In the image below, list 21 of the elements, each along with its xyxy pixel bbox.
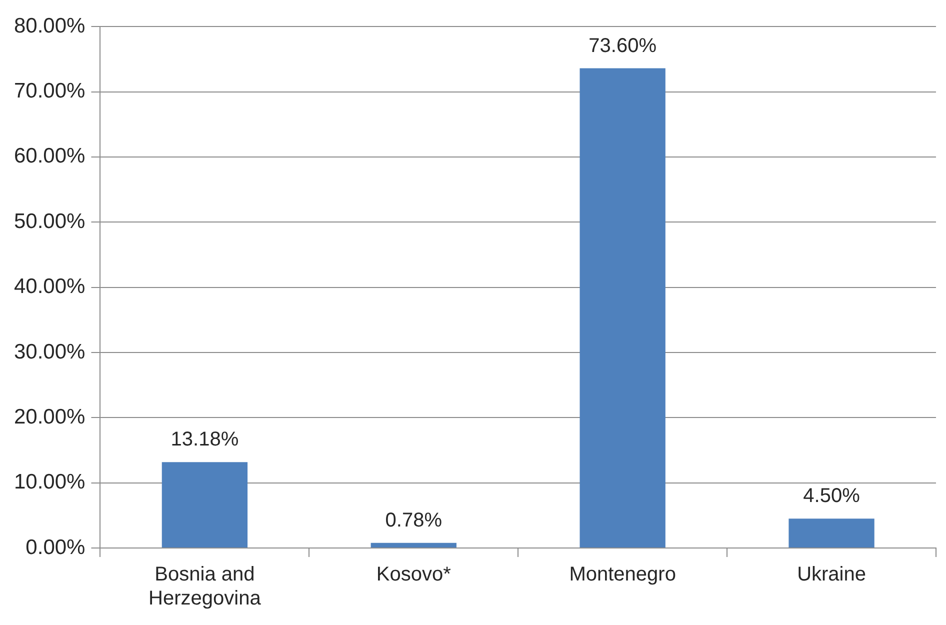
bar (162, 462, 248, 548)
data-label: 0.78% (385, 509, 442, 532)
y-tick-label: 20.00% (14, 405, 86, 428)
y-tick-label: 50.00% (14, 210, 86, 233)
bar (580, 68, 666, 548)
y-tick-label: 40.00% (14, 275, 86, 298)
data-label: 4.50% (803, 485, 860, 508)
y-tick-label: 10.00% (14, 470, 86, 494)
data-label: 73.60% (588, 34, 657, 57)
x-tick-label: Ukraine (797, 564, 866, 586)
bar (370, 542, 456, 548)
y-tick-label: 70.00% (14, 80, 86, 103)
y-tick-label: 60.00% (14, 144, 86, 168)
y-tick-label: 0.00% (26, 536, 86, 559)
x-tick-label: Montenegro (569, 564, 676, 586)
y-tick-label: 30.00% (14, 340, 86, 364)
data-label: 13.18% (170, 428, 239, 451)
y-tick-label: 80.00% (14, 14, 86, 38)
x-tick-label: Bosnia and Herzegovina (148, 564, 262, 610)
bar (788, 518, 874, 548)
x-tick-label: Kosovo* (376, 564, 452, 586)
